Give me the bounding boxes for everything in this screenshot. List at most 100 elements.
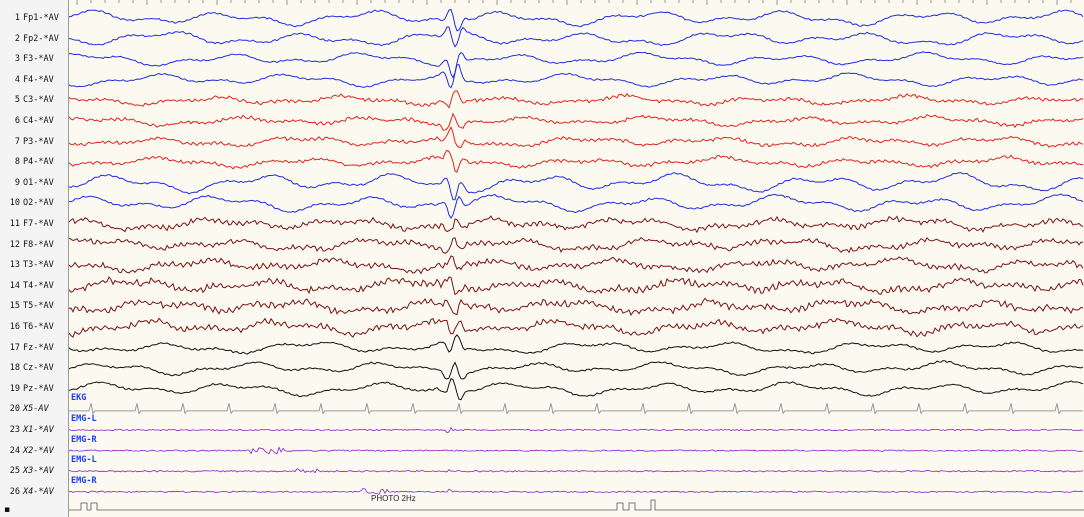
- channel-trace: [69, 446, 1084, 455]
- aux-channel-tag: EMG-L: [71, 455, 97, 466]
- photic-marker-trace: [69, 499, 1084, 511]
- channel-label[interactable]: 7 P3-*AV: [2, 135, 54, 149]
- channel-trace: [69, 8, 1084, 32]
- channel-trace: [69, 488, 1084, 496]
- channel-trace: [69, 317, 1084, 338]
- channel-number: 18: [9, 363, 20, 374]
- channel-label[interactable]: 4 F4-*AV: [2, 73, 54, 87]
- channel-number: 3: [14, 54, 20, 65]
- eeg-trace-area[interactable]: PHOTO 2Hz EKG EMG-L EMG-R EMG-L EMG-R: [69, 0, 1084, 517]
- channel-trace: [69, 26, 1084, 48]
- channel-trace: [69, 149, 1083, 173]
- channel-label[interactable]: 14 T4-*AV: [2, 279, 54, 293]
- channel-number: 7: [14, 136, 20, 147]
- channel-name: F3-*AV: [23, 54, 54, 65]
- channel-number: 17: [9, 342, 20, 353]
- channel-number: 15: [9, 301, 20, 312]
- channel-name: F4-*AV: [23, 74, 54, 85]
- channel-name: Pz-*AV: [23, 383, 54, 394]
- channel-label-panel: 1 Fp1-*AV 2 Fp2-*AV 3 F3-*AV 4 F4-*AV 5 C3-*AV 6 C4…: [0, 0, 69, 517]
- channel-trace: [69, 276, 1084, 296]
- event-marker-icon: ▪: [4, 505, 11, 515]
- channel-trace: [69, 64, 1084, 89]
- channel-name: O1-*AV: [23, 177, 54, 188]
- channel-name: T6-*AV: [23, 322, 54, 332]
- channel-label[interactable]: 2 Fp2-*AV: [2, 32, 59, 46]
- channel-name: F7-*AV: [23, 219, 54, 229]
- channel-label[interactable]: 10 O2-*AV: [2, 196, 54, 210]
- channel-trace: [69, 334, 1084, 355]
- channel-label[interactable]: 23 X1-*AV: [2, 423, 54, 437]
- channel-name: X1-*AV: [23, 425, 54, 435]
- channel-trace: [69, 193, 1084, 219]
- eeg-trace-canvas[interactable]: [69, 0, 1084, 517]
- channel-label[interactable]: 18 Cz-*AV: [2, 361, 54, 375]
- channel-number: 25: [9, 466, 20, 477]
- channel-trace: [69, 90, 1084, 109]
- channel-number: 23: [9, 425, 20, 435]
- channel-label[interactable]: 17 Fz-*AV: [2, 341, 54, 355]
- channel-name: F8-*AV: [23, 239, 54, 250]
- channel-name: X5-AV: [23, 404, 49, 415]
- channel-trace: [69, 403, 1083, 415]
- channel-name: C3-*AV: [23, 95, 54, 106]
- channel-label[interactable]: 25 X3-*AV: [2, 464, 54, 478]
- channel-label[interactable]: 20 X5-AV: [2, 402, 49, 416]
- channel-trace: [69, 236, 1084, 254]
- channel-label[interactable]: 8 P4-*AV: [2, 155, 54, 169]
- channel-trace: [69, 360, 1084, 380]
- channel-label[interactable]: 13 T3-*AV: [2, 258, 54, 272]
- channel-number: 13: [9, 260, 20, 271]
- channel-number: 5: [14, 95, 20, 106]
- channel-number: 11: [9, 219, 20, 229]
- channel-label[interactable]: 11 F7-*AV: [2, 217, 54, 231]
- channel-name: C4-*AV: [23, 116, 54, 126]
- channel-number: 9: [14, 177, 20, 188]
- channel-trace: [69, 215, 1084, 234]
- channel-label[interactable]: 1 Fp1-*AV: [2, 11, 59, 25]
- photic-stimulation-label: PHOTO 2Hz: [371, 494, 416, 503]
- channel-name: P4-*AV: [23, 157, 54, 168]
- channel-label[interactable]: 12 F8-*AV: [2, 238, 54, 252]
- channel-trace: [69, 125, 1084, 148]
- channel-number: 4: [14, 74, 20, 85]
- channel-number: 26: [9, 486, 20, 497]
- channel-name: T4-*AV: [23, 280, 54, 291]
- channel-trace: [69, 255, 1084, 275]
- channel-label[interactable]: 9 O1-*AV: [2, 176, 54, 190]
- channel-name: O2-*AV: [23, 198, 54, 209]
- channel-trace: [69, 112, 1084, 131]
- channel-label[interactable]: 5 C3-*AV: [2, 93, 54, 107]
- channel-name: X2-*AV: [23, 445, 54, 456]
- channel-label[interactable]: 24 X2-*AV: [2, 444, 54, 458]
- channel-name: T5-*AV: [23, 301, 54, 312]
- channel-number: 20: [9, 404, 20, 415]
- aux-channel-tag: EMG-R: [71, 475, 97, 486]
- channel-number: 6: [14, 116, 20, 126]
- channel-name: Cz-*AV: [23, 363, 54, 374]
- channel-name: T3-*AV: [23, 260, 54, 271]
- aux-channel-tag: EMG-R: [71, 434, 97, 445]
- channel-label[interactable]: 16 T6-*AV: [2, 320, 54, 334]
- channel-trace: [69, 468, 1084, 474]
- channel-number: 19: [9, 383, 20, 394]
- aux-channel-tag: EMG-L: [71, 414, 97, 424]
- channel-label[interactable]: 19 Pz-*AV: [2, 382, 54, 396]
- channel-name: Fp1-*AV: [23, 13, 59, 23]
- channel-trace: [69, 426, 1084, 434]
- channel-name: P3-*AV: [23, 136, 54, 147]
- channel-trace: [69, 378, 1084, 401]
- channel-number: 1: [14, 13, 20, 23]
- channel-trace: [69, 172, 1084, 201]
- channel-label[interactable]: 3 F3-*AV: [2, 52, 54, 66]
- channel-label[interactable]: 26 X4-*AV: [2, 485, 54, 499]
- channel-label[interactable]: 6 C4-*AV: [2, 114, 54, 128]
- channel-number: 24: [9, 445, 20, 456]
- channel-label[interactable]: 15 T5-*AV: [2, 299, 54, 313]
- channel-name: X4-*AV: [23, 486, 54, 497]
- channel-trace: [69, 51, 1084, 79]
- aux-channel-tag: EKG: [71, 393, 87, 404]
- channel-number: 12: [9, 239, 20, 250]
- channel-number: 8: [14, 157, 20, 168]
